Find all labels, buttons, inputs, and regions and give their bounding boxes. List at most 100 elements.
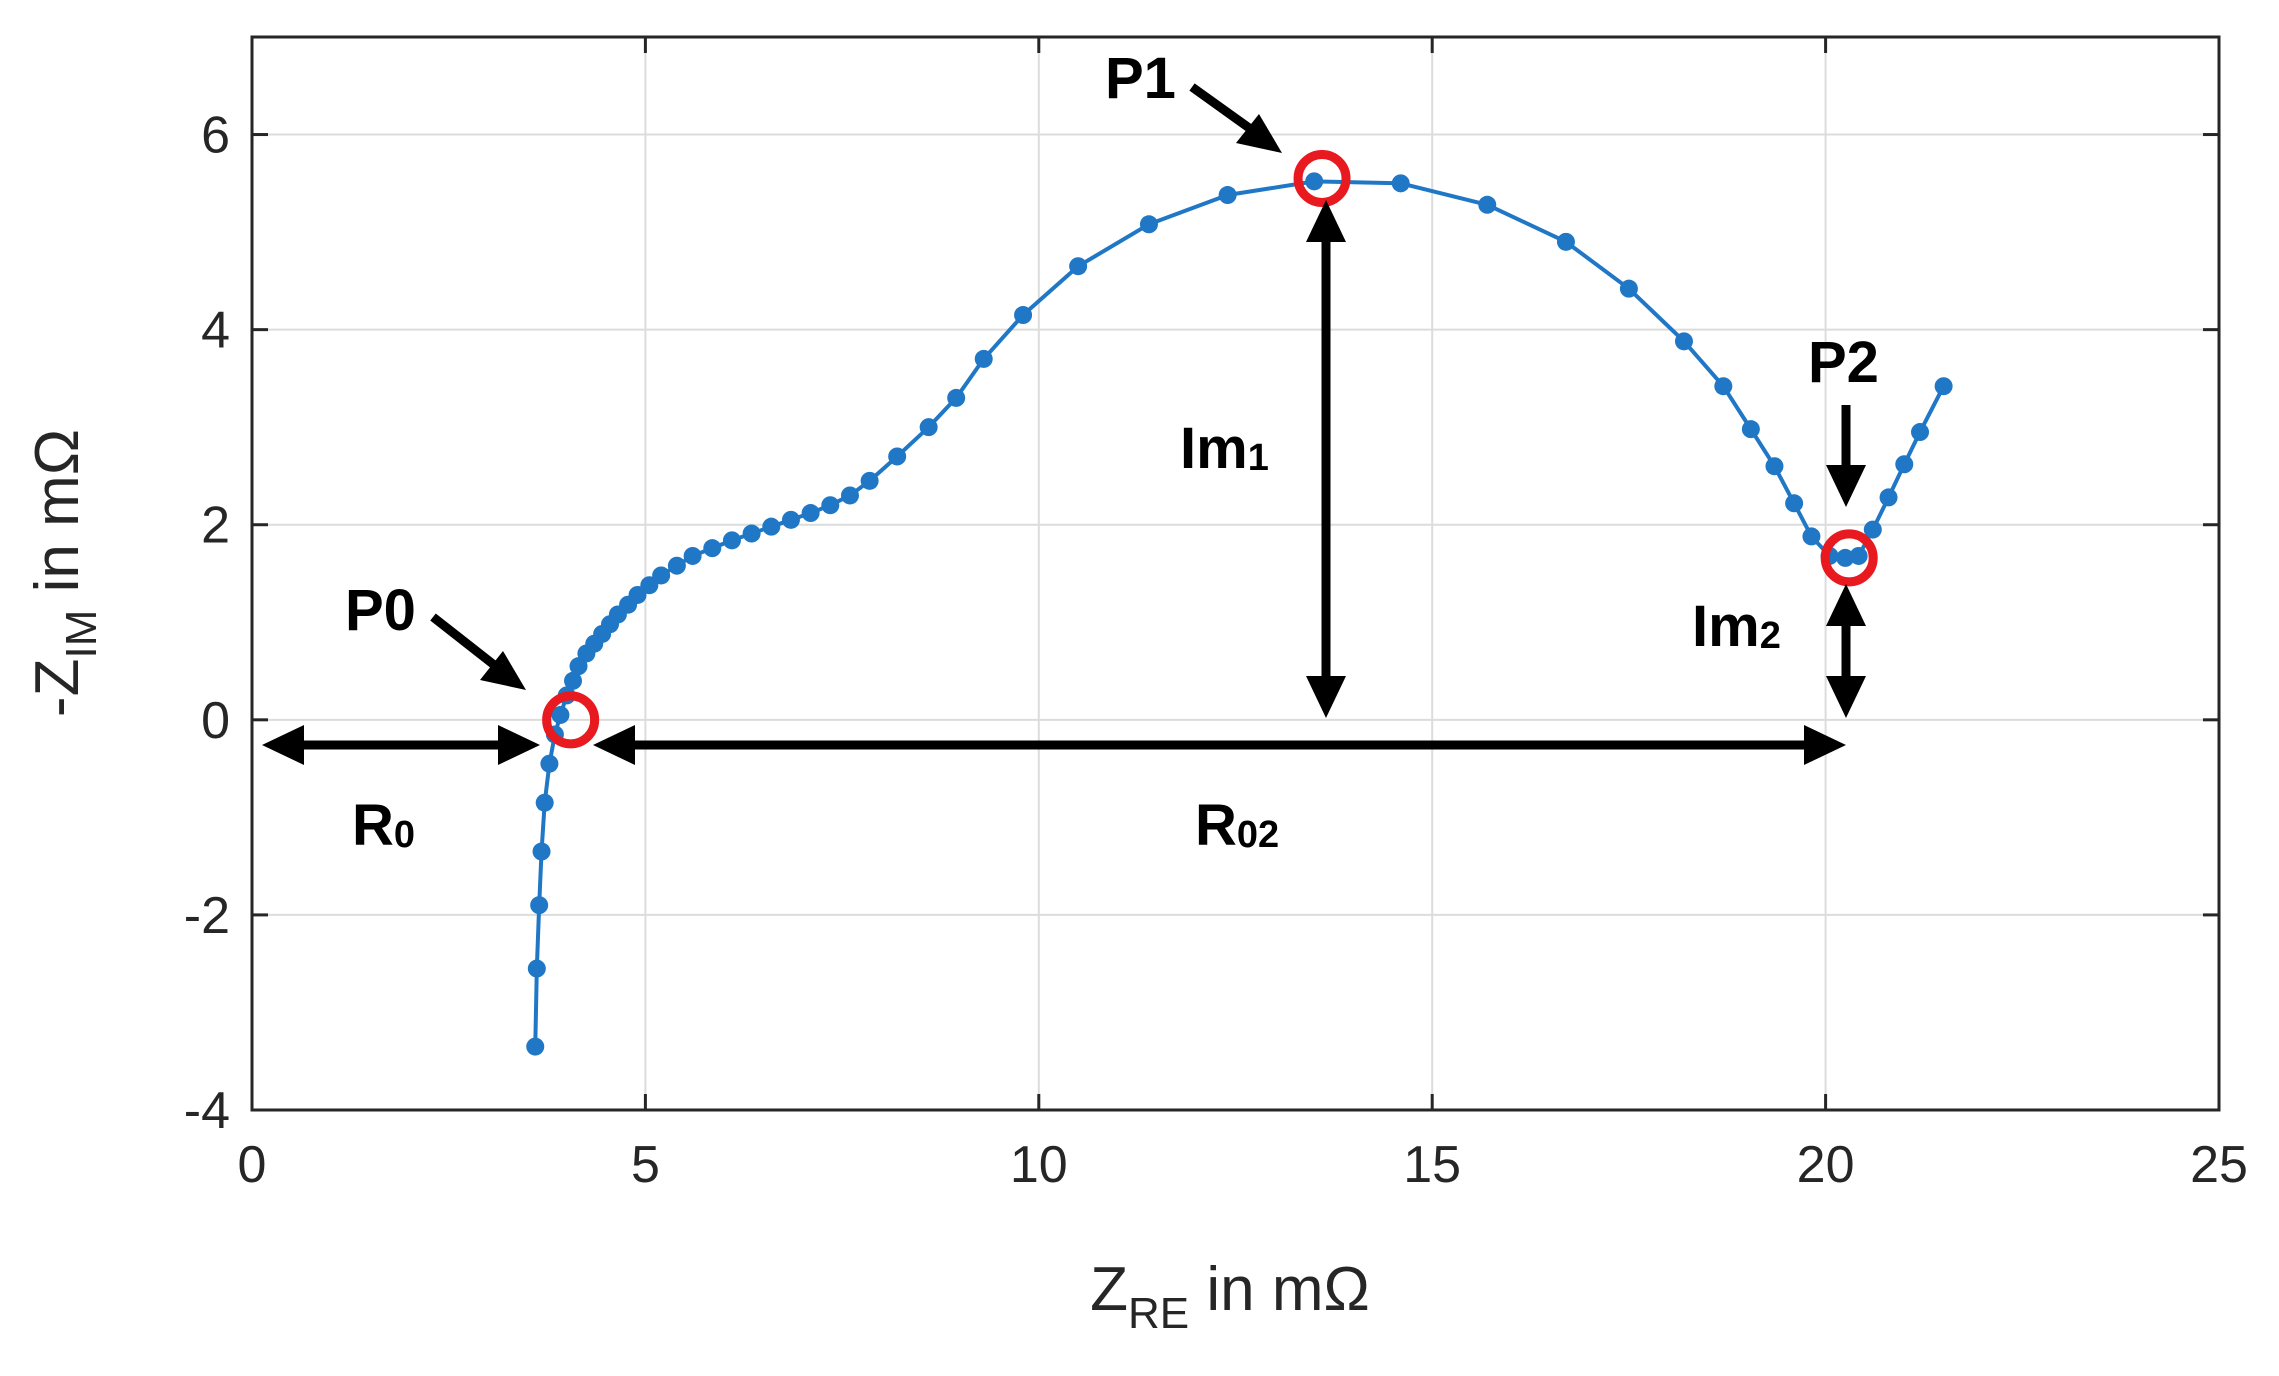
x-axis-title-sub: RE <box>1128 1289 1189 1338</box>
r0-label: R0 <box>352 793 415 858</box>
series-layer <box>526 149 1953 1056</box>
data-point <box>530 896 549 915</box>
data-point <box>1069 257 1088 276</box>
im1-arrow-head-bottom <box>1306 676 1346 718</box>
x-tick-label: 10 <box>1010 1136 1068 1194</box>
data-point <box>974 349 993 368</box>
r02-label-main: R <box>1195 793 1237 858</box>
p0-pointer-arrow-head <box>480 651 526 690</box>
data-point <box>1014 306 1033 325</box>
r02-arrow-head-left <box>593 725 635 765</box>
data-point <box>919 418 938 437</box>
data-point <box>762 517 781 536</box>
im2-label-sub: 2 <box>1760 615 1781 657</box>
data-point <box>860 471 879 490</box>
x-axis-title: ZRE in mΩ <box>1090 1255 1370 1338</box>
x-tick-labels: 0 5 10 15 20 25 <box>238 1136 2248 1194</box>
axis-ticks <box>250 37 2221 1112</box>
data-point <box>1802 527 1821 546</box>
y-axis-title: -ZIM in mΩ <box>23 429 106 717</box>
im1-label-main: Im <box>1180 416 1248 481</box>
data-point <box>551 705 570 724</box>
y-axis-title-suffix: in mΩ <box>23 429 92 610</box>
data-point <box>526 1037 545 1056</box>
r0-label-sub: 0 <box>394 814 415 856</box>
data-point <box>1785 494 1804 513</box>
p2-label: P2 <box>1808 330 1879 395</box>
x-tick-label: 25 <box>2190 1136 2248 1194</box>
y-axis-title-sub: IM <box>57 610 106 659</box>
data-point <box>564 671 583 690</box>
y-tick-label: 2 <box>201 497 230 555</box>
y-tick-label: 0 <box>201 692 230 750</box>
data-point <box>801 504 820 523</box>
data-point <box>652 566 671 585</box>
im1-label-sub: 1 <box>1248 437 1269 479</box>
data-point <box>667 556 686 575</box>
r0-label-main: R <box>352 793 394 858</box>
y-tick-label: -2 <box>184 887 230 945</box>
data-point <box>1714 377 1733 396</box>
x-tick-label: 0 <box>238 1136 267 1194</box>
p2-pointer-arrow-head <box>1826 465 1866 507</box>
im2-arrow-head-bottom <box>1826 676 1866 718</box>
r02-label: R02 <box>1195 793 1279 858</box>
data-point <box>840 486 859 505</box>
data-point <box>540 754 559 773</box>
im2-label-main: Im <box>1692 594 1760 659</box>
highlight-ring-p0 <box>542 691 600 749</box>
data-point <box>947 388 966 407</box>
y-tick-label: -4 <box>184 1082 230 1140</box>
data-point <box>535 793 554 812</box>
data-point <box>683 546 702 565</box>
p1-label: P1 <box>1105 46 1176 111</box>
im1-label: Im1 <box>1180 416 1269 481</box>
data-point <box>1863 520 1882 539</box>
data-point <box>781 510 800 529</box>
data-point <box>1849 546 1868 565</box>
y-axis-title-prefix: -Z <box>23 659 92 718</box>
data-point <box>1391 174 1410 193</box>
p0-pointer-arrow-line <box>430 613 501 672</box>
y-tick-labels: -4 -2 0 2 4 6 <box>184 107 230 1140</box>
im2-arrow-head-top <box>1826 584 1866 626</box>
p1-pointer-arrow-line <box>1189 83 1255 134</box>
y-tick-label: 4 <box>201 302 230 360</box>
im2-label: Im2 <box>1692 594 1781 659</box>
data-point <box>1934 377 1953 396</box>
x-tick-label: 15 <box>1403 1136 1461 1194</box>
data-point <box>1741 420 1760 439</box>
data-point <box>742 524 761 543</box>
data-point <box>821 496 840 515</box>
data-point <box>1619 279 1638 298</box>
x-axis-title-suffix: in mΩ <box>1189 1255 1370 1324</box>
data-point <box>1911 423 1930 442</box>
x-tick-label: 5 <box>631 1136 660 1194</box>
data-point <box>888 447 907 466</box>
p1-pointer-arrow-head <box>1236 114 1282 153</box>
highlight-ring-p2 <box>1820 529 1878 587</box>
im1-arrow-head-top <box>1306 200 1346 242</box>
p0-label: P0 <box>345 578 416 643</box>
data-point <box>1556 232 1575 251</box>
data-point <box>722 531 741 550</box>
data-point <box>1674 332 1693 351</box>
x-axis-title-main: Z <box>1090 1255 1128 1324</box>
r02-arrow-head-right <box>1804 725 1846 765</box>
data-point <box>1879 488 1898 507</box>
data-point <box>1218 186 1237 205</box>
data-point <box>703 539 722 558</box>
data-point <box>527 959 546 978</box>
r0-arrow-head-left <box>262 725 304 765</box>
r0-arrow-head-right <box>498 725 540 765</box>
data-point <box>1895 455 1914 474</box>
r02-label-sub: 02 <box>1237 814 1279 856</box>
data-point <box>1305 172 1324 191</box>
annotation-arrows <box>262 83 1866 765</box>
data-point <box>1765 457 1784 476</box>
data-point <box>1139 215 1158 234</box>
plot-frame <box>250 35 2221 1112</box>
highlight-ring-p1 <box>1293 149 1351 207</box>
data-point <box>1836 548 1855 567</box>
